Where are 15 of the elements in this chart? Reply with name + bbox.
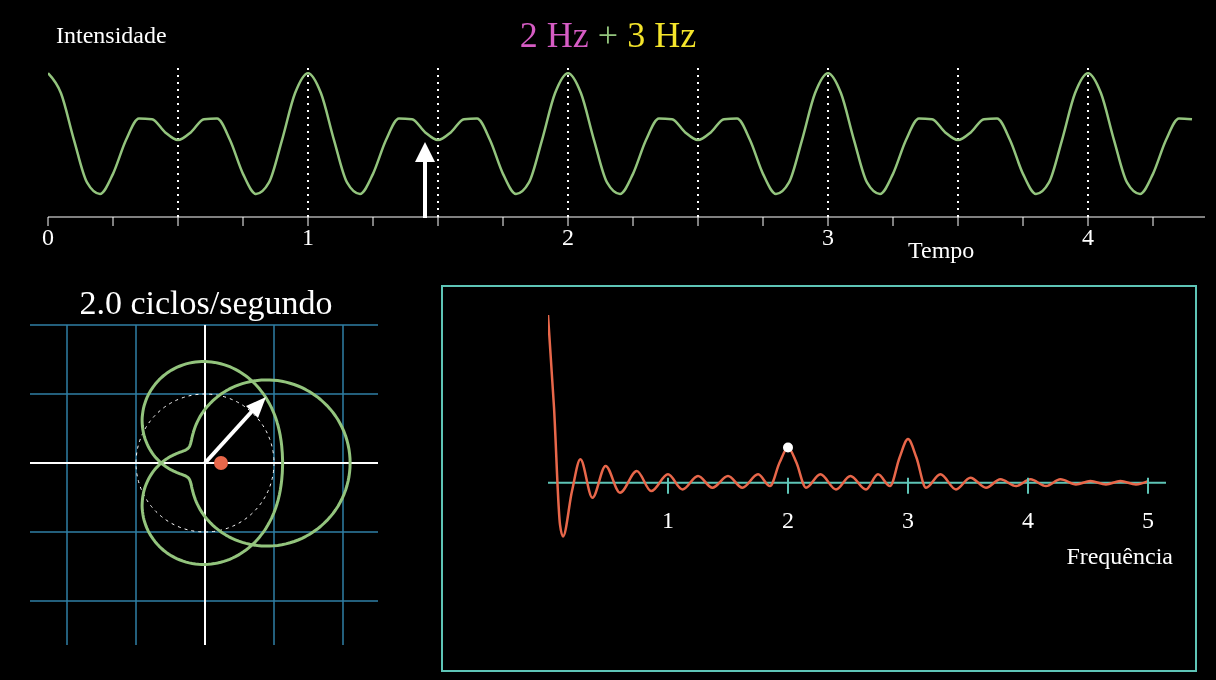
x-axis-title: Frequência — [1066, 543, 1173, 570]
x-tick-label: 5 — [1142, 506, 1154, 533]
x-tick-label: 2 — [782, 506, 794, 533]
text: 2.0 ciclos/segundo — [78, 284, 334, 322]
x-axis-title: Tempo — [908, 237, 975, 264]
x-tick-label: 3 — [822, 224, 834, 251]
x-tick-label: 1 — [662, 506, 674, 533]
y-axis-title: Intensidade — [56, 22, 167, 49]
x-tick-label: 2 — [562, 224, 574, 251]
x-tick-label: 4 — [1022, 506, 1034, 533]
x-tick-label: 1 — [302, 224, 314, 251]
x-tick-label: 4 — [1082, 224, 1094, 251]
x-tick-label: 0 — [42, 224, 54, 251]
x-tick-label: 3 — [902, 506, 914, 533]
chart-title: 2 Hz + 3 Hz — [519, 15, 697, 55]
